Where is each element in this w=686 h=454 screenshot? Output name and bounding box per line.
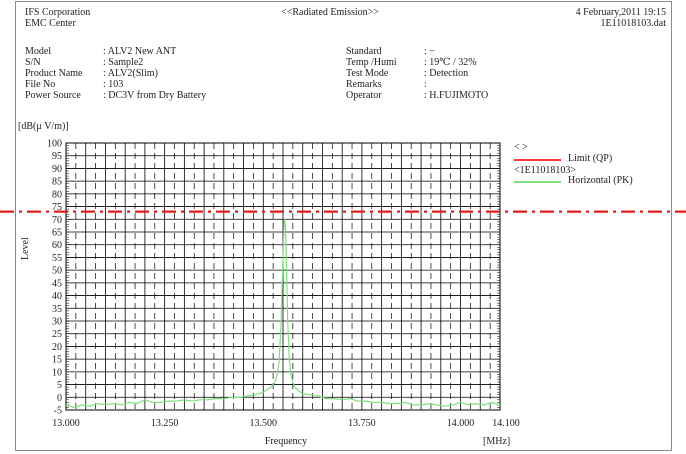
x-tick-label: 13.250 xyxy=(151,418,179,429)
y-tick-label: 5 xyxy=(57,380,62,391)
info-label: Model xyxy=(25,46,52,57)
info-value: : Sample2 xyxy=(103,57,144,68)
y-tick-label: 0 xyxy=(57,393,62,404)
info-label: Remarks xyxy=(346,79,382,90)
y-tick-label: 20 xyxy=(52,342,62,353)
x-tick-label: 14.000 xyxy=(447,418,475,429)
company-name: IFS Corporation xyxy=(25,7,91,18)
y-tick-label: -5 xyxy=(54,406,62,417)
legend-file-label: <1E11018103> xyxy=(514,165,577,176)
y-tick-label: 30 xyxy=(52,317,62,328)
x-tick-label: 13.000 xyxy=(52,418,80,429)
info-label: Product Name xyxy=(25,68,83,79)
info-label: Operator xyxy=(346,90,382,101)
x-tick-label: 13.750 xyxy=(348,418,376,429)
info-value: : ALV2(Slim) xyxy=(103,68,158,79)
report-sheet xyxy=(15,1,672,451)
y-tick-label: 100 xyxy=(47,139,62,150)
report-datetime: 4 February,2011 19:15 xyxy=(575,7,666,18)
y-tick-label: 95 xyxy=(52,151,62,162)
info-value: : xyxy=(424,79,427,90)
y-tick-label: 60 xyxy=(52,240,62,251)
y-tick-label: 80 xyxy=(52,189,62,200)
info-label: Power Source xyxy=(25,90,81,101)
y-tick-label: 65 xyxy=(52,228,62,239)
info-label: File No xyxy=(25,79,56,90)
y-tick-label: 35 xyxy=(52,304,62,315)
legend-horizontal-swatch xyxy=(514,181,561,183)
y-tick-label: 25 xyxy=(52,329,62,340)
info-value: : 103 xyxy=(103,79,124,90)
info-label: Test Mode xyxy=(346,68,389,79)
y-tick-label: 10 xyxy=(52,367,62,378)
y-tick-label: 90 xyxy=(52,164,62,175)
info-value: : H.FUJIMOTO xyxy=(424,90,489,101)
x-tick-label: 14.100 xyxy=(492,418,520,429)
y-tick-label: 15 xyxy=(52,355,62,366)
info-value: : − xyxy=(424,46,435,57)
y-tick-label: 50 xyxy=(52,266,62,277)
info-value: : 19℃ / 32% xyxy=(424,57,477,68)
info-label: Temp /Humi xyxy=(346,57,397,68)
data-file-name: 1E11018103.dat xyxy=(600,18,666,29)
info-value: : Detection xyxy=(424,68,469,79)
legend-limit-swatch xyxy=(514,159,561,161)
y-tick-label: 45 xyxy=(52,278,62,289)
y-unit-label: [dB(μ V/m)] xyxy=(18,121,69,132)
x-tick-label: 13.500 xyxy=(250,418,278,429)
legend-nav[interactable]: < > xyxy=(514,142,528,153)
center-name: EMC Center xyxy=(25,18,76,29)
y-tick-label: 55 xyxy=(52,253,62,264)
info-value: : DC3V from Dry Battery xyxy=(103,90,207,101)
legend-limit-label: Limit (QP) xyxy=(568,153,613,164)
series-horizontal-line xyxy=(65,219,501,409)
info-value: : ALV2 New ANT xyxy=(103,46,177,57)
y-tick-label: 70 xyxy=(52,215,62,226)
y-tick-label: 40 xyxy=(52,291,62,302)
y-tick-label: 85 xyxy=(52,177,62,188)
x-axis-label: Frequency xyxy=(264,436,308,447)
x-unit-label: [MHz] xyxy=(483,436,511,447)
y-tick-label: 75 xyxy=(52,202,62,213)
info-label: Standard xyxy=(346,46,382,57)
info-label: S/N xyxy=(25,57,41,68)
report-title: <<Radiated Emission>> xyxy=(281,7,379,18)
legend-horizontal-label: Horizontal (PK) xyxy=(568,175,633,186)
